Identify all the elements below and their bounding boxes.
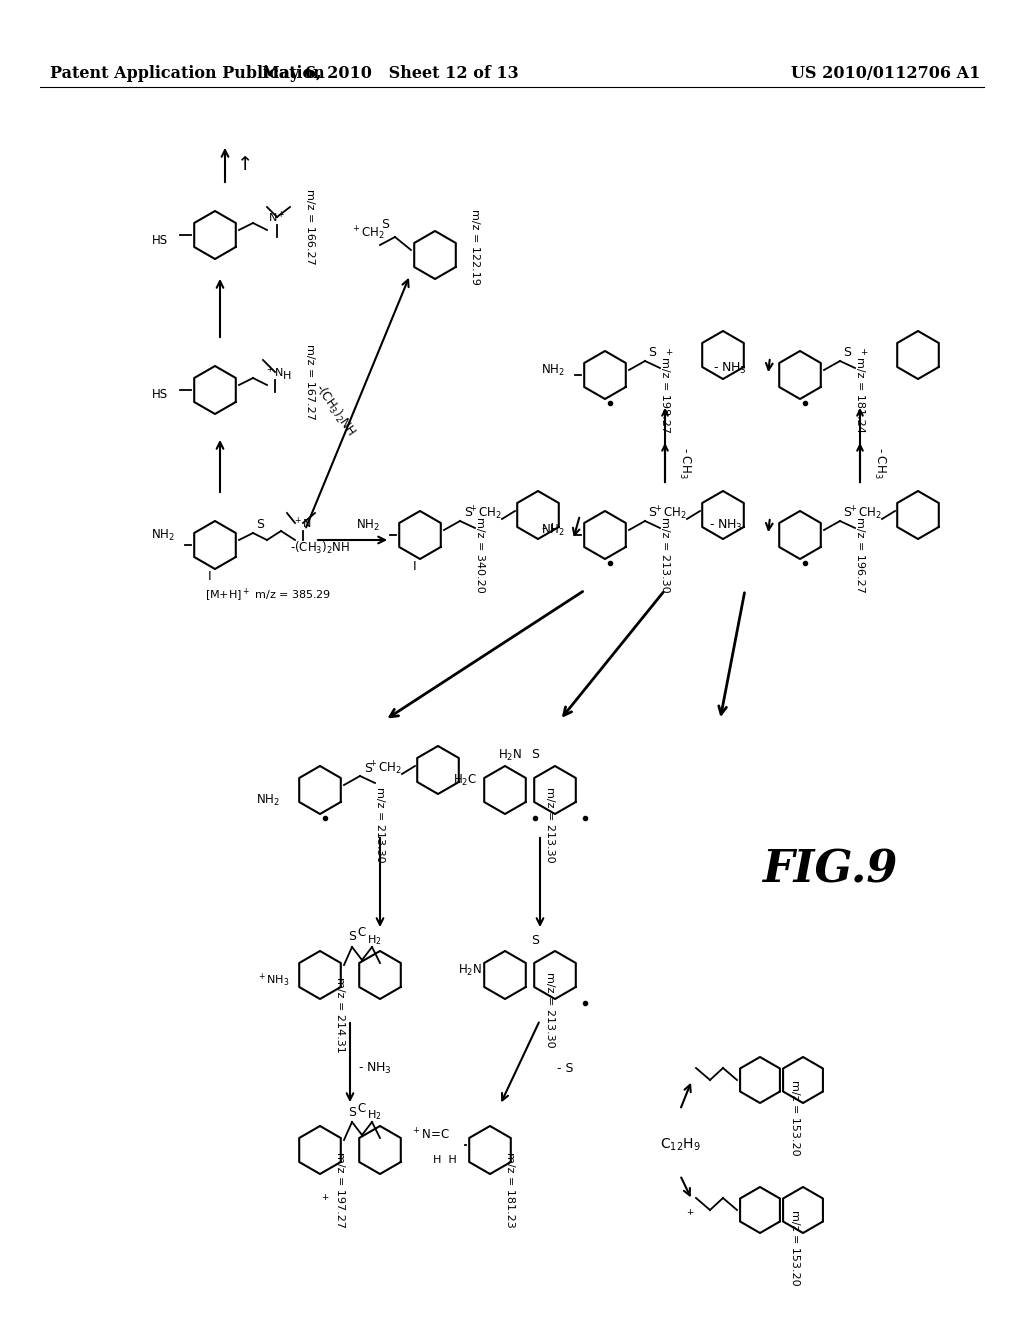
Text: S: S <box>256 519 264 532</box>
Text: $^+$: $^+$ <box>859 348 869 362</box>
Text: NH$_2$: NH$_2$ <box>541 523 565 537</box>
Text: S: S <box>843 507 851 520</box>
Text: May 6, 2010   Sheet 12 of 13: May 6, 2010 Sheet 12 of 13 <box>262 65 518 82</box>
Text: H$_2$: H$_2$ <box>367 933 381 946</box>
Text: $^+$: $^+$ <box>664 348 674 362</box>
Text: $^+$N: $^+$N <box>265 364 285 380</box>
Text: m/z = 213.30: m/z = 213.30 <box>545 973 555 1048</box>
Text: US 2010/0112706 A1: US 2010/0112706 A1 <box>791 65 980 82</box>
Text: m/z = 213.30: m/z = 213.30 <box>545 787 555 863</box>
Text: $^+$: $^+$ <box>319 1193 330 1206</box>
Text: m/z = 213.30: m/z = 213.30 <box>375 787 385 863</box>
Text: FIG.9: FIG.9 <box>762 849 898 891</box>
Text: S: S <box>348 1106 356 1118</box>
Text: S: S <box>843 346 851 359</box>
Text: m/z = 153.20: m/z = 153.20 <box>790 1210 800 1286</box>
Text: $^+$CH$_2$: $^+$CH$_2$ <box>351 224 385 242</box>
Text: m/z = 214.31: m/z = 214.31 <box>335 977 345 1053</box>
Text: S: S <box>648 507 656 520</box>
Text: H  H: H H <box>433 1155 457 1166</box>
Text: m/z = 213.30: m/z = 213.30 <box>660 517 670 593</box>
Text: Patent Application Publication: Patent Application Publication <box>50 65 325 82</box>
Text: m/z = 122.19: m/z = 122.19 <box>470 209 480 285</box>
Text: - NH$_3$: - NH$_3$ <box>713 360 746 376</box>
Text: S: S <box>381 219 389 231</box>
Text: H$_2$: H$_2$ <box>367 1107 381 1122</box>
Text: NH$_2$: NH$_2$ <box>256 792 280 808</box>
Text: H: H <box>283 371 291 381</box>
Text: S: S <box>648 346 656 359</box>
Text: - NH$_3$: - NH$_3$ <box>710 517 742 532</box>
Text: m/z = 198.27: m/z = 198.27 <box>660 356 670 433</box>
Text: $^+$: $^+$ <box>685 1209 695 1221</box>
Text: m/z = 197.27: m/z = 197.27 <box>335 1152 345 1228</box>
Text: HS: HS <box>152 388 168 401</box>
Text: NH$_2$: NH$_2$ <box>152 528 175 543</box>
Text: HS: HS <box>152 234 168 247</box>
Text: - CH$_3$: - CH$_3$ <box>678 447 692 479</box>
Text: N$^+$: N$^+$ <box>268 210 286 224</box>
Text: C: C <box>357 1101 367 1114</box>
Text: m/z = 167.27: m/z = 167.27 <box>305 345 315 420</box>
Text: H$_2$C: H$_2$C <box>453 772 477 788</box>
Text: m/z = 181.23: m/z = 181.23 <box>505 1152 515 1228</box>
Text: I: I <box>414 561 417 573</box>
Text: H$_2$N: H$_2$N <box>498 747 522 763</box>
Text: S: S <box>531 748 539 762</box>
Text: $^+$CH$_2$: $^+$CH$_2$ <box>653 504 687 521</box>
Text: NH$_2$: NH$_2$ <box>541 363 565 378</box>
Text: m/z = 340.20: m/z = 340.20 <box>475 517 485 593</box>
Text: -(CH$_3$)$_2$NH: -(CH$_3$)$_2$NH <box>290 540 350 556</box>
Text: - NH$_3$: - NH$_3$ <box>358 1060 392 1076</box>
Text: NH$_2$: NH$_2$ <box>356 517 380 532</box>
Text: m/z = 153.20: m/z = 153.20 <box>790 1080 800 1156</box>
Text: $^+$CH$_2$: $^+$CH$_2$ <box>848 504 882 521</box>
Text: S: S <box>531 933 539 946</box>
Text: - CH$_3$: - CH$_3$ <box>872 447 888 479</box>
Text: $^+$N=C: $^+$N=C <box>411 1127 450 1143</box>
Text: $^+$CH$_2$: $^+$CH$_2$ <box>368 759 402 776</box>
Text: S: S <box>364 762 372 775</box>
Text: $^+$CH$_2$: $^+$CH$_2$ <box>468 504 502 521</box>
Text: C: C <box>357 927 367 940</box>
Text: m/z = 166.27: m/z = 166.27 <box>305 189 315 265</box>
Text: [M+H]$^+$ m/z = 385.29: [M+H]$^+$ m/z = 385.29 <box>205 586 331 603</box>
Text: H$_2$N: H$_2$N <box>458 962 482 978</box>
Text: $^+$NH$_3$: $^+$NH$_3$ <box>257 972 290 989</box>
Text: S: S <box>464 507 472 520</box>
Text: S: S <box>348 931 356 944</box>
Text: - I: - I <box>542 521 554 535</box>
Text: m/z = 196.27: m/z = 196.27 <box>855 517 865 593</box>
Text: $^+$N: $^+$N <box>294 515 312 531</box>
Text: -(CH$_3$)$_2$NH: -(CH$_3$)$_2$NH <box>311 381 358 440</box>
Text: I: I <box>208 570 212 583</box>
Text: m/z = 181.24: m/z = 181.24 <box>855 358 865 433</box>
Text: ↑: ↑ <box>237 156 253 174</box>
Text: C$_{12}$H$_9$: C$_{12}$H$_9$ <box>660 1137 700 1154</box>
Text: - S: - S <box>557 1061 573 1074</box>
